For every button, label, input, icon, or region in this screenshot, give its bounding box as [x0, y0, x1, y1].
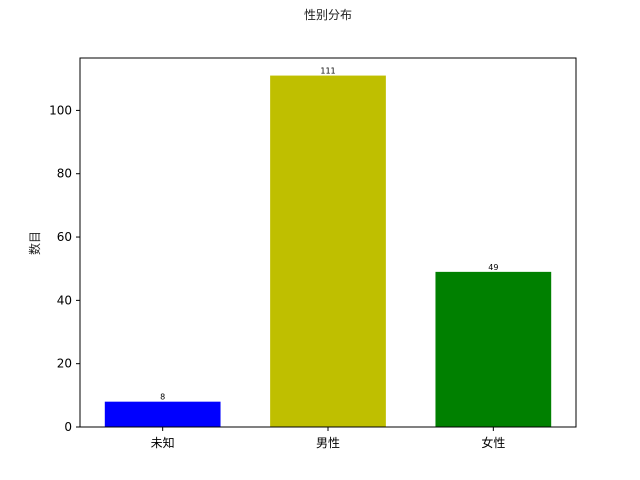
bars-group [104, 75, 552, 428]
plot-area-frame [79, 57, 577, 428]
y-tick-label-5: 100 [49, 103, 72, 117]
data-label-2: 49 [488, 263, 498, 272]
bar-1 [270, 75, 386, 428]
y-tick-label-3: 60 [57, 230, 72, 244]
x-tick-label-2: 女性 [481, 435, 505, 450]
data-labels-group: 8 111 49 [160, 67, 498, 402]
y-tick-label-1: 20 [57, 357, 72, 371]
y-tick-label-2: 40 [57, 293, 72, 307]
y-tick-label-4: 80 [57, 167, 72, 181]
x-axis: 未知 男性 女性 [151, 427, 505, 450]
bar-2 [435, 271, 552, 427]
y-axis-label: 数目 [27, 231, 42, 255]
x-tick-label-0: 未知 [151, 436, 175, 450]
bar-0 [104, 401, 221, 427]
data-label-1: 111 [320, 67, 335, 76]
y-tick-label-0: 0 [64, 420, 72, 434]
data-label-0: 8 [160, 393, 165, 402]
y-axis: 0 20 40 60 80 100 [49, 103, 80, 434]
chart-title: 性别分布 [304, 8, 352, 22]
x-tick-label-1: 男性 [316, 436, 340, 450]
